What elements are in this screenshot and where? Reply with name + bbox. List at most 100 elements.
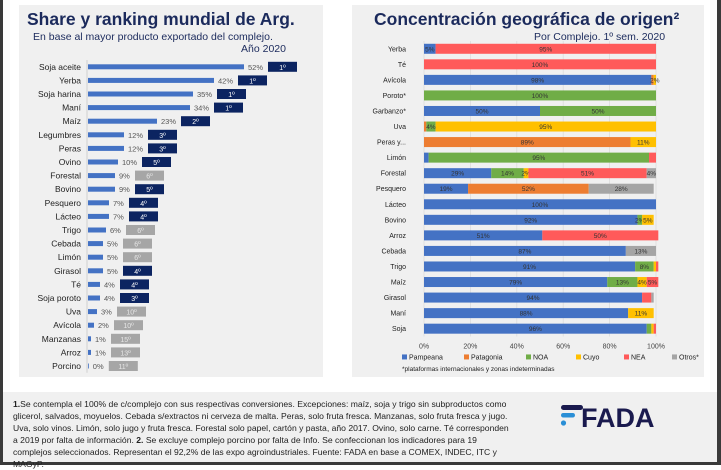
category-label: Garbanzo* xyxy=(373,108,407,115)
ranking-badge-label: 4º xyxy=(140,201,147,208)
share-value-label: 23% xyxy=(161,117,176,126)
ranking-badge-label: 6º xyxy=(134,255,141,262)
share-value-label: 34% xyxy=(194,104,209,113)
share-ranking-year: Año 2020 xyxy=(241,43,286,55)
share-value-label: 7% xyxy=(113,212,124,221)
segment-value-label: 89% xyxy=(521,140,534,147)
segment-value-label: 92% xyxy=(524,217,537,224)
category-label: Bovino xyxy=(55,184,81,194)
ranking-badge-label: 5º xyxy=(146,187,153,194)
category-label: Arroz xyxy=(61,347,81,357)
window-border-right xyxy=(717,0,721,465)
share-bar xyxy=(88,77,214,83)
segment-value-label: 50% xyxy=(475,108,488,115)
ranking-badge xyxy=(123,265,152,276)
legend-swatch-otros xyxy=(672,354,677,360)
category-label: Trigo xyxy=(390,264,406,271)
ranking-badge xyxy=(111,347,140,358)
share-ranking-title: Share y ranking mundial de Arg. xyxy=(27,9,295,29)
ranking-badge-label: 2º xyxy=(192,119,199,126)
ranking-badge xyxy=(217,89,246,99)
ranking-badge xyxy=(120,279,149,290)
note-1-number: 1. xyxy=(13,399,21,409)
ranking-badge-label: 3º xyxy=(159,146,166,153)
segment-value-label: 28% xyxy=(615,186,628,193)
footnote-text: 1.Se contempla el 100% de c/complejo con… xyxy=(13,398,513,470)
category-label: Arroz xyxy=(389,233,406,240)
stacked-segment-noa xyxy=(646,323,652,334)
share-bar xyxy=(88,105,190,111)
segment-value-label: 94% xyxy=(527,295,540,302)
legend-label: Patagonia xyxy=(471,354,503,361)
ranking-badge xyxy=(181,116,210,127)
share-value-label: 35% xyxy=(197,90,212,99)
ranking-badge-label: 5º xyxy=(153,160,160,167)
note-2-number: 2. xyxy=(136,435,144,445)
segment-value-label: 98% xyxy=(531,77,544,84)
category-label: Cebada xyxy=(381,248,406,255)
share-bar xyxy=(88,322,94,328)
segment-value-label: 87% xyxy=(518,248,531,255)
category-label: Poroto* xyxy=(383,93,407,100)
category-label: Lácteo xyxy=(385,202,406,209)
stacked-segment-otros xyxy=(646,168,656,179)
share-bar xyxy=(88,145,124,151)
ranking-badge xyxy=(120,293,149,303)
share-value-label: 12% xyxy=(128,131,143,140)
stacked-segment-nea xyxy=(649,152,656,163)
stacked-segment-noa xyxy=(635,261,654,272)
stacked-segment-nea xyxy=(542,230,659,241)
stacked-segment-nea xyxy=(653,323,656,334)
ranking-badge-label: 11º xyxy=(118,364,128,371)
segment-value-label: 100% xyxy=(532,62,549,69)
ranking-badge xyxy=(148,143,177,154)
category-label: Té xyxy=(398,62,406,69)
segment-value-label: 51% xyxy=(477,233,490,240)
share-value-label: 5% xyxy=(107,253,118,262)
legend-label: Pampeana xyxy=(409,354,443,361)
ranking-badge xyxy=(129,211,158,222)
ranking-badge xyxy=(123,238,152,249)
fada-logo-text: FADA xyxy=(581,403,655,430)
category-label: Peras y... xyxy=(377,140,406,147)
ranking-badge xyxy=(117,306,146,317)
share-value-label: 0% xyxy=(93,362,104,371)
stacked-segment-otros xyxy=(651,292,654,303)
ranking-badge-label: 15º xyxy=(120,337,131,344)
segment-value-label: 100% xyxy=(532,93,549,100)
stacked-segment-patagonia xyxy=(424,121,427,132)
stacked-segment-pampeana xyxy=(424,152,429,163)
ranking-badge-label: 6º xyxy=(137,228,144,235)
share-bar xyxy=(88,91,193,97)
category-label: Soja harina xyxy=(38,89,81,99)
legend-swatch-nea xyxy=(624,354,629,360)
segment-value-label: 5% xyxy=(648,280,658,287)
segment-value-label: 79% xyxy=(509,280,522,287)
segment-value-label: 96% xyxy=(529,326,542,333)
segment-value-label: 29% xyxy=(451,171,464,178)
note-1-text: Se contempla el 100% de c/complejo con s… xyxy=(13,399,509,445)
share-value-label: 2% xyxy=(98,321,109,330)
category-label: Soja aceite xyxy=(39,62,81,72)
category-label: Avícola xyxy=(383,77,406,84)
stacked-segment-pampeana xyxy=(424,292,643,303)
stacked-segment-noa xyxy=(424,90,656,101)
category-label: Maní xyxy=(390,311,406,318)
category-label: Té xyxy=(71,279,81,289)
segment-value-label: 13% xyxy=(634,248,647,255)
segment-value-label: 4% xyxy=(647,171,657,178)
stacked-segment-pampeana xyxy=(424,183,469,194)
share-bar xyxy=(88,173,115,179)
segment-value-label: 95% xyxy=(532,155,545,162)
share-bar xyxy=(88,64,244,70)
x-tick-label: 80% xyxy=(603,343,617,350)
segment-value-label: 4% xyxy=(637,280,647,287)
share-ranking-chart: Soja aceite 52% 1º Yerba 42% 1º Soja harina 35%… xyxy=(38,60,297,373)
stacked-segment-pampeana xyxy=(424,277,608,288)
category-label: Uva xyxy=(66,307,81,317)
ranking-badge-label: 4º xyxy=(140,214,147,221)
legend-footnote: *plataformas internacionales y zonas ind… xyxy=(402,366,555,373)
stacked-segment-pampeana xyxy=(424,168,492,179)
segment-value-label: 5% xyxy=(425,46,435,53)
note-2-text: Se excluye complejo porcino por falta de… xyxy=(13,435,497,469)
